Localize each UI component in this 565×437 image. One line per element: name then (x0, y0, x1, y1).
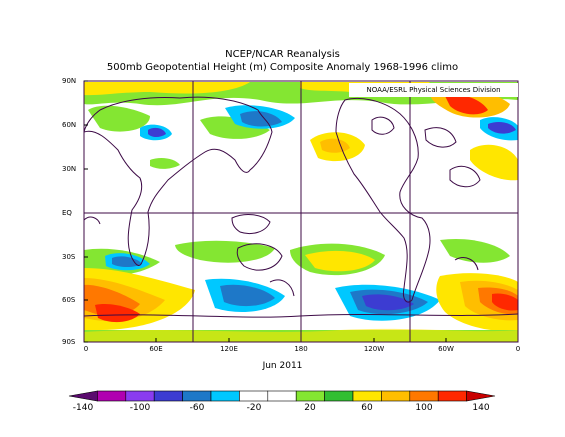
anomaly-positive (95, 304, 140, 323)
anomaly-negative (220, 284, 275, 307)
lon-label-60e: 60E (149, 345, 163, 353)
lon-label-0-east: 0 (515, 345, 521, 353)
anomaly-positive (84, 82, 250, 96)
anomaly-positive (305, 250, 375, 272)
anomaly-negative (362, 294, 414, 311)
colorbar-label: 20 (304, 403, 316, 413)
lat-label-60n: 60N (62, 121, 77, 129)
colorbar-label: 140 (472, 403, 490, 413)
colorbar-swatch (267, 390, 297, 402)
colorbar-swatch (381, 390, 411, 402)
colorbar-swatch (210, 390, 240, 402)
lat-label-90s: 90S (62, 338, 76, 346)
lat-label-90n: 90N (62, 77, 77, 85)
colorbar-label: -140 (72, 403, 94, 413)
colorbar-swatch (68, 390, 98, 402)
map-subtitle: 500mb Geopotential Height (m) Composite … (106, 62, 459, 73)
colorbar-swatch (352, 390, 382, 402)
colorbar-swatch (466, 390, 496, 402)
anomaly-negative (488, 122, 516, 134)
date-label: Jun 2011 (262, 361, 303, 371)
anomaly-positive (320, 138, 350, 153)
colorbar-swatch (295, 390, 325, 402)
colorbar-swatch (125, 390, 155, 402)
credit-label: NOAA/ESRL Physical Sciences Division (349, 83, 518, 97)
anomaly-positive (150, 157, 180, 169)
lon-label-120w: 120W (363, 345, 385, 353)
lon-label-0: 0 (83, 345, 89, 353)
anomaly-positive (440, 238, 510, 263)
anomaly-positive (445, 94, 488, 115)
map-frame (83, 80, 519, 343)
anomaly-negative (148, 127, 166, 137)
colorbar-swatch (324, 390, 354, 402)
lat-label-eq: EQ (62, 209, 72, 217)
colorbar-label: 100 (415, 403, 433, 413)
anomaly-negative (240, 111, 282, 127)
lon-label-60w: 60W (438, 345, 454, 353)
lat-label-30s: 30S (62, 253, 76, 261)
coastlines (84, 96, 518, 318)
anomaly-positive (88, 105, 150, 132)
anomaly-positive (175, 240, 275, 263)
map-title: NCEP/NCAR Reanalysis (225, 49, 340, 60)
lat-label-30n: 30N (62, 165, 77, 173)
lon-label-120e: 120E (220, 345, 238, 353)
colorbar-swatch (153, 390, 183, 402)
colorbar-label: -20 (246, 403, 262, 413)
axis-ticks (84, 80, 447, 343)
anomaly-positive (470, 144, 518, 181)
colorbar-label: -100 (129, 403, 151, 413)
lat-label-60s: 60S (62, 296, 76, 304)
colorbar-swatch (437, 390, 467, 402)
colorbar-swatch (409, 390, 439, 402)
lon-label-180: 180 (294, 345, 308, 353)
colorbar-swatch (182, 390, 212, 402)
grid-lines (84, 81, 518, 342)
colorbar-label: -60 (189, 403, 205, 413)
anomaly-negative (112, 256, 142, 267)
colorbar-label: 60 (361, 403, 373, 413)
colorbar-swatch (97, 390, 127, 402)
anomaly-positive (492, 293, 518, 311)
colorbar-swatch (239, 390, 269, 402)
